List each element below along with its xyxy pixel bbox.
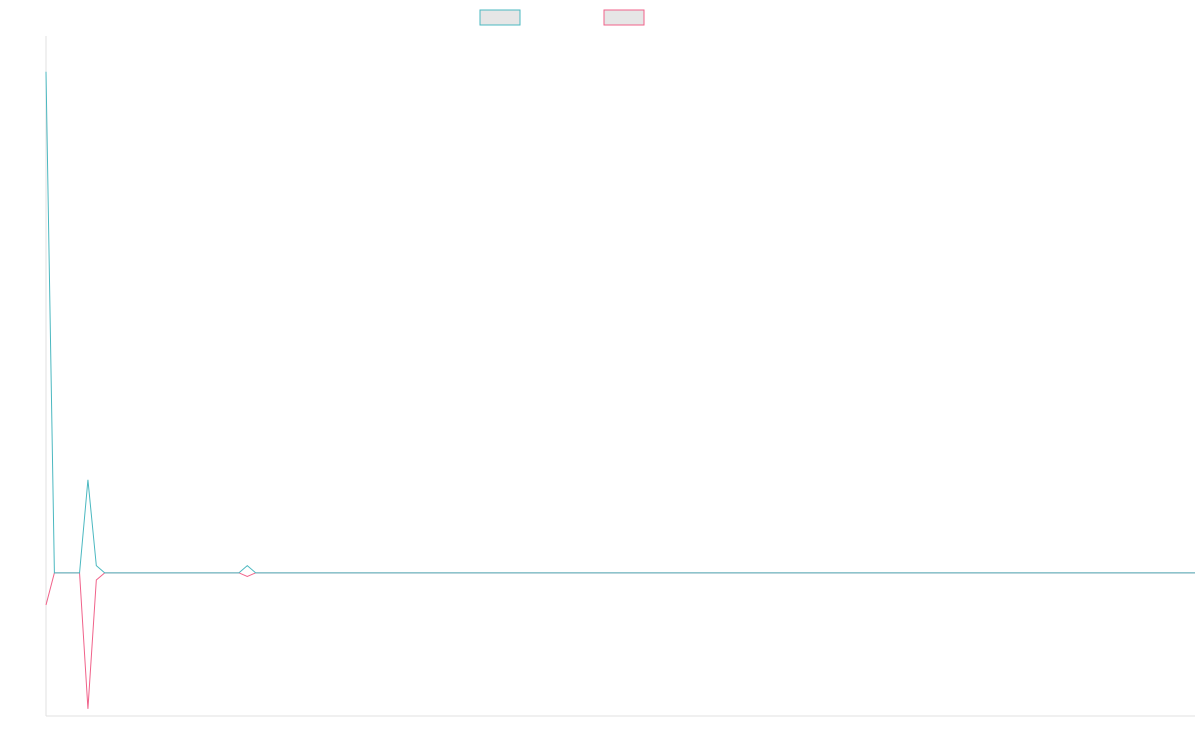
legend[interactable] bbox=[479, 9, 645, 26]
legend-swatch-series-2[interactable] bbox=[603, 9, 645, 26]
series-line-2 bbox=[45, 572, 1195, 709]
plot-area bbox=[45, 71, 1195, 709]
legend-swatch-series-1[interactable] bbox=[479, 9, 521, 26]
series-line-1 bbox=[45, 71, 1195, 574]
axes bbox=[45, 36, 1195, 717]
